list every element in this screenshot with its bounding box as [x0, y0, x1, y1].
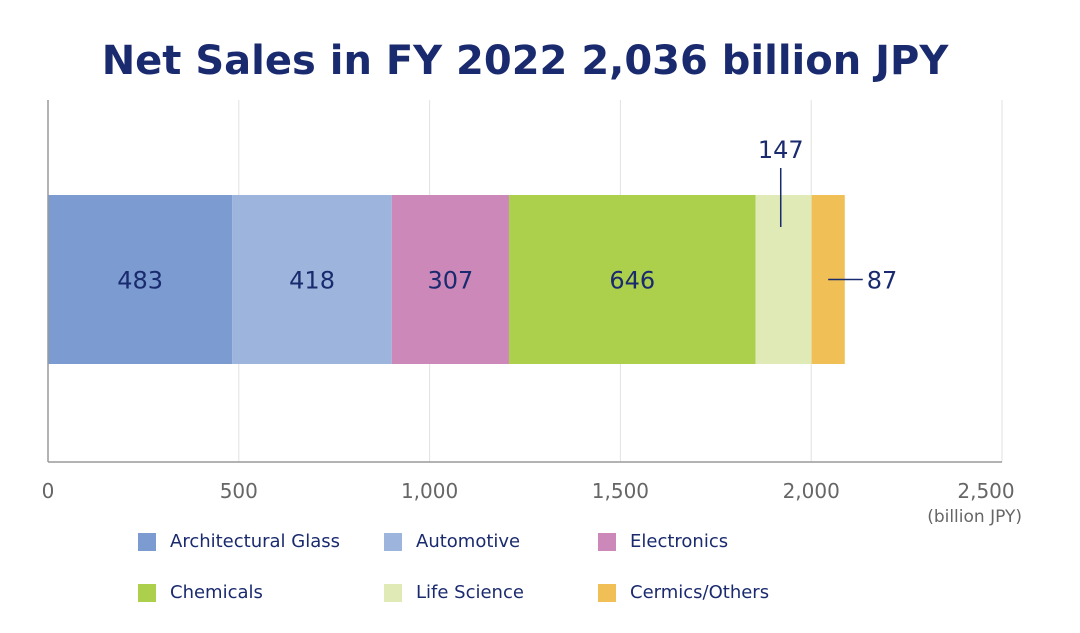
- x-tick-label: 0: [42, 479, 55, 503]
- x-tick-label: 2,500: [957, 479, 1014, 503]
- data-label: 483: [117, 267, 163, 295]
- bar-segment: [391, 195, 509, 364]
- x-tick-label: 1,000: [401, 479, 458, 503]
- data-label: 147: [758, 136, 804, 164]
- bar-segment: [755, 195, 812, 364]
- bar-segment: [508, 195, 756, 364]
- bar-segment: [232, 195, 392, 364]
- data-label: 646: [609, 267, 655, 295]
- x-tick-label: 1,500: [592, 479, 649, 503]
- data-label: 307: [427, 267, 473, 295]
- x-unit-label: (billion JPY): [927, 507, 1022, 527]
- data-label: 87: [867, 267, 898, 295]
- bar-segment: [48, 195, 233, 364]
- x-tick-label: 2,000: [783, 479, 840, 503]
- chart-title: Net Sales in FY 2022 2,036 billion JPY: [101, 38, 949, 84]
- x-tick-label: 500: [220, 479, 258, 503]
- data-label: 418: [289, 267, 335, 295]
